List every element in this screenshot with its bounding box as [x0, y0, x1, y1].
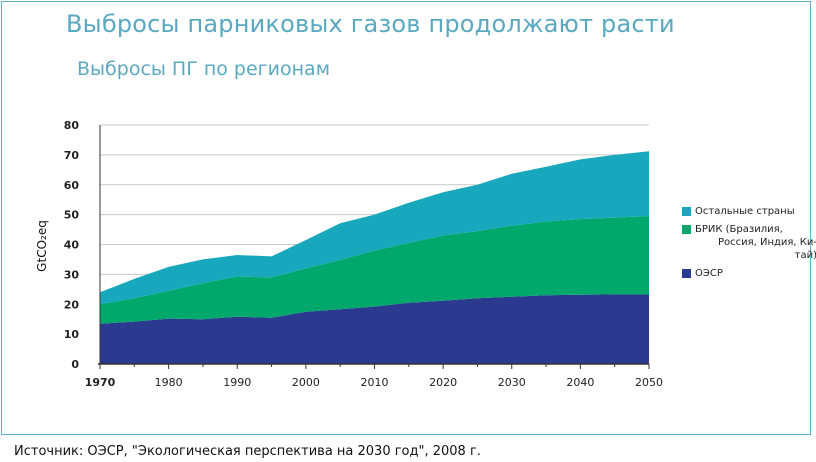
y-tick-label-10: 10 [64, 328, 80, 341]
y-tick-label-50: 50 [64, 209, 80, 222]
x-tick-label-2050: 2050 [635, 376, 663, 389]
legend-item-1: БРИК (Бразилия, Россия, Индия, Ки-тай) [682, 223, 816, 262]
x-tick-label-2030: 2030 [498, 376, 526, 389]
legend-swatch [682, 207, 691, 216]
legend-item-2: ОЭСР [682, 267, 812, 280]
x-tick-labels: 1970 1980 1990 2000 2010 2020 2030 2040 2050 [85, 376, 663, 389]
legend-label-line: тай) [794, 250, 816, 261]
legend-label-line: ОЭСР [695, 268, 723, 279]
area-series-1 [100, 216, 649, 324]
axes [98, 125, 650, 369]
legend-label-line: Россия, Индия, Ки- [717, 237, 816, 248]
x-tick-label-2010: 2010 [361, 376, 389, 389]
x-tick-label-1980: 1980 [155, 376, 183, 389]
x-tick-label-1990: 1990 [223, 376, 251, 389]
x-tick-label-1970: 1970 [85, 376, 116, 389]
y-tick-label-80: 80 [64, 119, 80, 132]
y-tick-labels: 0 10 20 30 40 50 60 70 80 [64, 119, 80, 371]
legend-swatch [682, 269, 691, 278]
page-title: Выбросы парниковых газов продолжают раст… [66, 10, 675, 38]
y-axis-label: GtCO₂eq [35, 220, 49, 272]
y-tick-label-20: 20 [64, 298, 80, 311]
area-series-0 [100, 294, 649, 364]
y-tick-label-70: 70 [64, 149, 80, 162]
x-tick-label-2040: 2040 [566, 376, 594, 389]
y-tick-label-30: 30 [64, 268, 80, 281]
area-layers [100, 151, 649, 364]
legend-label-line: Остальные страны [695, 206, 795, 217]
legend-item-0: Остальные страны [682, 205, 812, 218]
legend: Остальные страны БРИК (Бразилия, Россия, И… [682, 205, 816, 285]
slide-frame [1, 1, 811, 435]
y-tick-label-0: 0 [71, 358, 79, 371]
x-tick-label-2020: 2020 [429, 376, 457, 389]
legend-swatch [682, 225, 691, 234]
source-note: Источник: ОЭСР, "Экологическая перспекти… [14, 444, 481, 459]
y-tick-label-60: 60 [64, 179, 80, 192]
area-series-2 [100, 151, 649, 305]
legend-label-line: БРИК (Бразилия, [695, 224, 783, 235]
x-tick-label-2000: 2000 [292, 376, 320, 389]
chart-subtitle: Выбросы ПГ по регионам [77, 58, 331, 80]
y-tick-label-40: 40 [64, 239, 80, 252]
